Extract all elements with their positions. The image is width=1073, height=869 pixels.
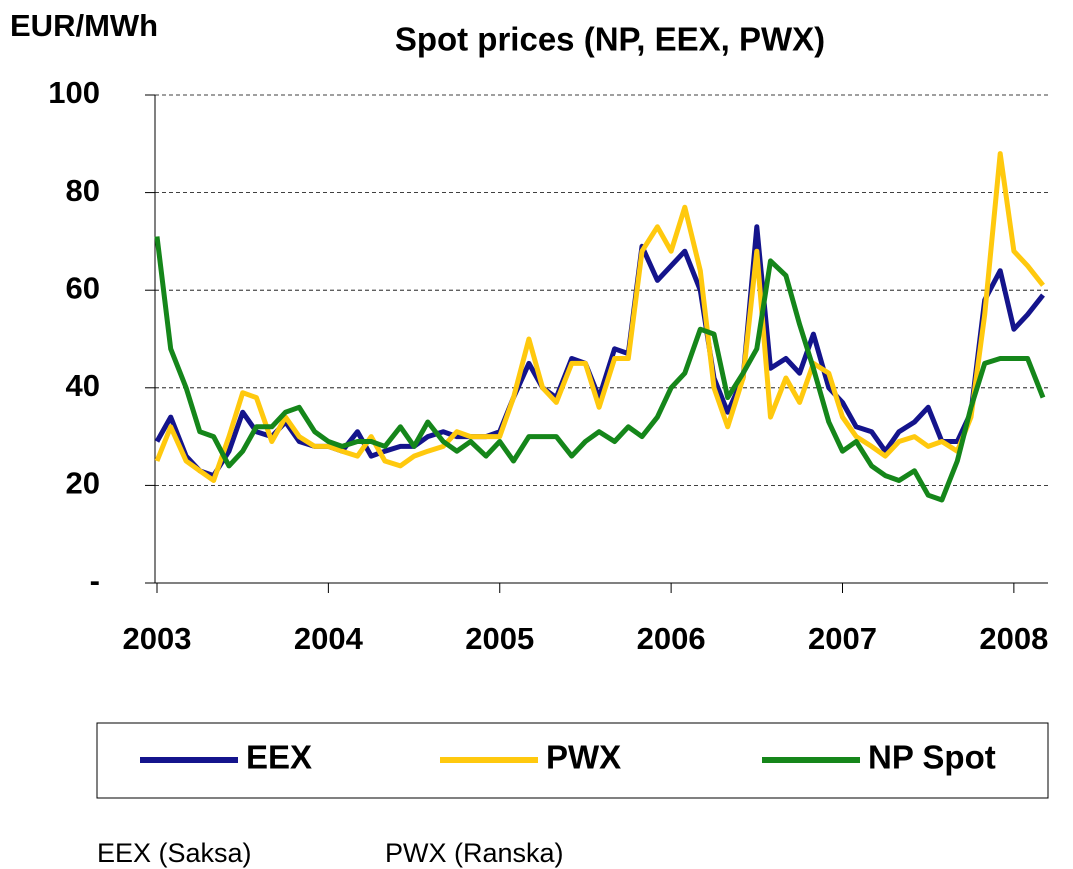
legend-label: PWX bbox=[546, 739, 621, 776]
annotation: EEX (Saksa) bbox=[97, 838, 252, 868]
x-tick-label: 2007 bbox=[808, 621, 877, 656]
x-tick-label: 2003 bbox=[123, 621, 192, 656]
y-tick-label: 60 bbox=[66, 270, 100, 305]
x-tick-label: 2004 bbox=[294, 621, 364, 656]
x-tick-label: 2006 bbox=[637, 621, 706, 656]
chart-title: Spot prices (NP, EEX, PWX) bbox=[395, 21, 825, 58]
legend-label: EEX bbox=[246, 739, 312, 776]
series-line bbox=[154, 236, 1046, 503]
y-tick-label: 100 bbox=[48, 75, 100, 110]
series-line bbox=[154, 224, 1045, 479]
y-axis-label: EUR/MWh bbox=[10, 8, 158, 43]
x-tick-label: 2005 bbox=[465, 621, 534, 656]
y-tick-label: - bbox=[90, 563, 100, 598]
y-tick-label: 80 bbox=[66, 173, 100, 208]
y-tick-label: 20 bbox=[66, 466, 100, 501]
x-tick-label: 2008 bbox=[979, 621, 1048, 656]
annotation: PWX (Ranska) bbox=[385, 838, 564, 868]
legend-label: NP Spot bbox=[868, 739, 996, 776]
series-line bbox=[154, 151, 1045, 483]
y-tick-label: 40 bbox=[66, 368, 100, 403]
legend-box bbox=[96, 722, 1049, 799]
